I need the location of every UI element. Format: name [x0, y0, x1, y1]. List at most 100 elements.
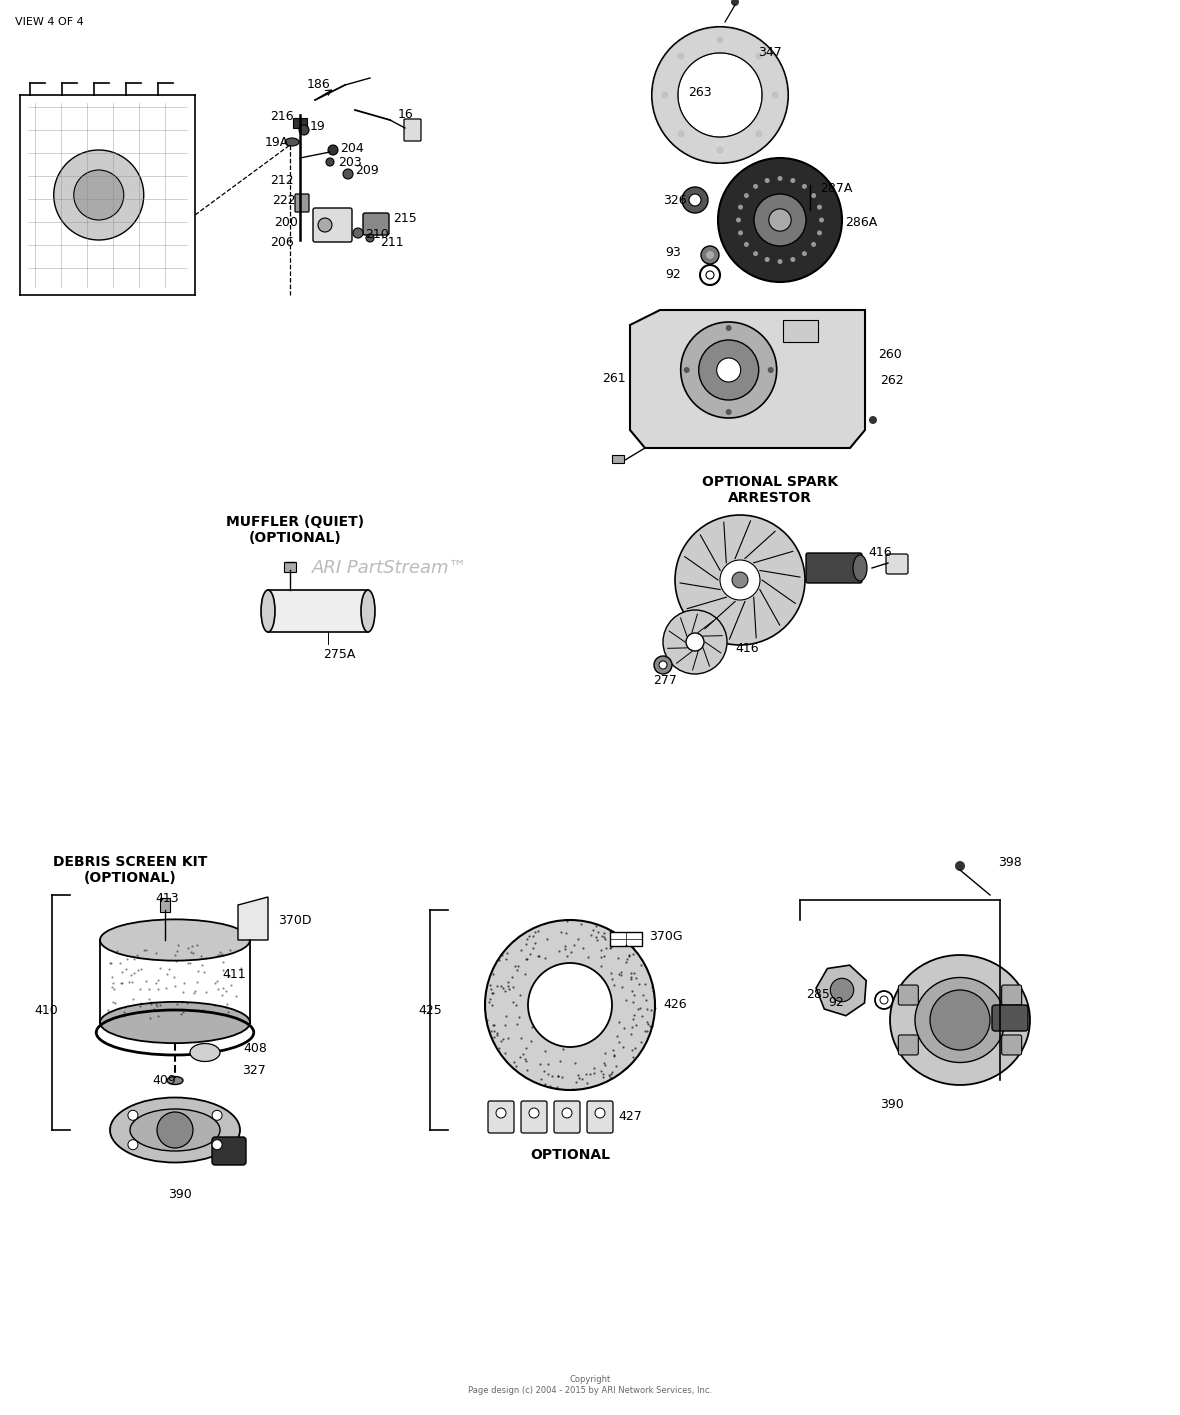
Circle shape [930, 990, 990, 1050]
Circle shape [717, 37, 723, 42]
Text: 260: 260 [878, 348, 902, 361]
Circle shape [732, 572, 748, 589]
Bar [160, 899, 170, 913]
Circle shape [654, 657, 671, 674]
Text: 19: 19 [310, 120, 326, 133]
Text: 19A: 19A [266, 136, 289, 149]
FancyBboxPatch shape [295, 194, 309, 212]
Polygon shape [630, 310, 865, 449]
Circle shape [756, 52, 762, 59]
Circle shape [753, 250, 758, 256]
Circle shape [127, 1111, 138, 1121]
Text: 262: 262 [880, 374, 904, 386]
Text: 277: 277 [653, 674, 677, 686]
Text: ARI PartStream™: ARI PartStream™ [313, 559, 467, 577]
Text: 200: 200 [274, 215, 297, 228]
Text: 425: 425 [418, 1003, 441, 1016]
Ellipse shape [261, 590, 275, 633]
Circle shape [678, 52, 684, 59]
FancyBboxPatch shape [806, 553, 863, 583]
FancyBboxPatch shape [363, 214, 389, 235]
FancyBboxPatch shape [898, 1034, 918, 1056]
Text: 216: 216 [270, 110, 294, 123]
Text: 16: 16 [398, 109, 414, 122]
Circle shape [689, 194, 701, 207]
Circle shape [726, 325, 732, 331]
Text: 275A: 275A [323, 648, 355, 661]
Text: 411: 411 [222, 968, 245, 982]
Text: 287A: 287A [820, 181, 852, 194]
Circle shape [663, 610, 727, 674]
FancyBboxPatch shape [992, 1005, 1028, 1032]
Circle shape [699, 340, 759, 400]
Circle shape [955, 860, 965, 872]
FancyBboxPatch shape [489, 1101, 514, 1133]
Ellipse shape [190, 1043, 219, 1061]
Text: 93: 93 [666, 246, 681, 259]
Circle shape [299, 125, 309, 134]
Circle shape [595, 1108, 605, 1118]
Text: 215: 215 [393, 211, 417, 225]
Bar [284, 562, 296, 572]
Circle shape [717, 147, 723, 153]
FancyBboxPatch shape [404, 119, 421, 142]
Text: 413: 413 [155, 891, 178, 904]
Polygon shape [238, 897, 268, 940]
Circle shape [212, 1139, 222, 1150]
Text: 426: 426 [663, 999, 687, 1012]
Text: 211: 211 [380, 235, 404, 249]
Text: 327: 327 [242, 1064, 266, 1077]
Circle shape [726, 409, 732, 415]
Ellipse shape [853, 555, 867, 582]
Ellipse shape [110, 1098, 240, 1163]
Text: 285: 285 [806, 989, 830, 1002]
Text: 398: 398 [998, 856, 1022, 869]
Ellipse shape [361, 590, 375, 633]
Circle shape [353, 228, 363, 238]
Circle shape [778, 259, 782, 265]
FancyBboxPatch shape [553, 1101, 581, 1133]
Text: 408: 408 [243, 1041, 267, 1054]
Text: 210: 210 [365, 228, 388, 242]
Text: 261: 261 [602, 372, 625, 385]
Text: 204: 204 [340, 142, 363, 154]
FancyBboxPatch shape [313, 208, 352, 242]
Text: 263: 263 [688, 85, 712, 99]
Bar [612, 456, 624, 463]
Circle shape [765, 178, 769, 183]
Text: 186: 186 [307, 78, 330, 92]
Circle shape [791, 258, 795, 262]
Text: 370D: 370D [278, 914, 312, 927]
Text: 416: 416 [868, 546, 892, 559]
Circle shape [317, 218, 332, 232]
Circle shape [819, 218, 824, 222]
Circle shape [772, 92, 778, 98]
Text: 203: 203 [337, 157, 362, 170]
FancyBboxPatch shape [886, 555, 907, 574]
Circle shape [754, 194, 806, 246]
Circle shape [658, 661, 667, 669]
Bar [610, 932, 642, 947]
Wedge shape [653, 27, 788, 163]
Text: 209: 209 [355, 164, 379, 177]
Text: 390: 390 [168, 1189, 191, 1201]
Text: 390: 390 [880, 1098, 904, 1112]
Text: 206: 206 [270, 235, 294, 249]
Ellipse shape [890, 955, 1030, 1085]
Text: DEBRIS SCREEN KIT
(OPTIONAL): DEBRIS SCREEN KIT (OPTIONAL) [53, 855, 208, 886]
Circle shape [817, 205, 822, 209]
Text: 222: 222 [273, 194, 296, 207]
Circle shape [736, 218, 741, 222]
Circle shape [485, 920, 655, 1090]
Circle shape [778, 175, 782, 181]
Circle shape [686, 633, 704, 651]
Circle shape [683, 366, 689, 374]
Circle shape [682, 187, 708, 214]
Bar [293, 117, 307, 127]
Circle shape [769, 209, 791, 231]
Text: VIEW 4 OF 4: VIEW 4 OF 4 [15, 17, 84, 27]
Ellipse shape [286, 139, 299, 146]
Circle shape [701, 246, 719, 265]
Bar [782, 320, 818, 342]
Circle shape [738, 231, 743, 235]
